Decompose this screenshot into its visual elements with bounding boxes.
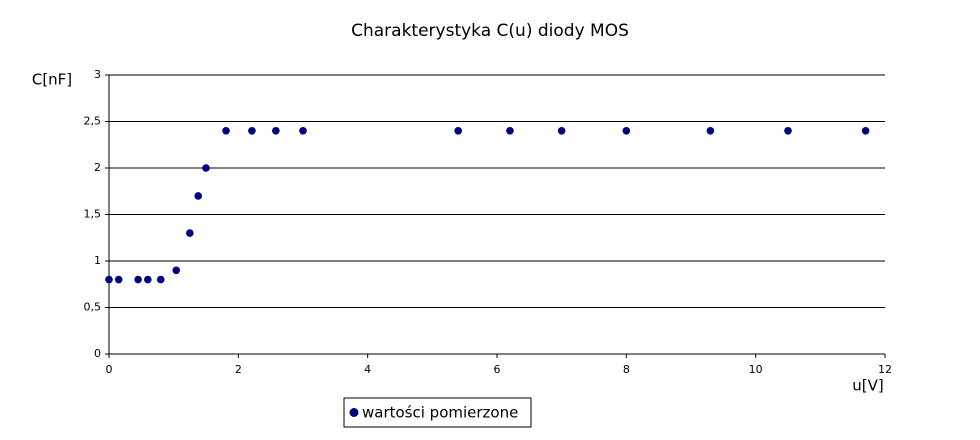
point: [186, 229, 194, 237]
point: [222, 127, 230, 135]
legend-label: wartości pomierzone: [362, 404, 518, 422]
point: [506, 127, 514, 135]
point: [156, 275, 165, 284]
y-tick-label: 2: [94, 161, 101, 174]
point: [299, 127, 307, 135]
x-tick-label: 8: [623, 363, 630, 376]
y-tick-label: 2,5: [84, 115, 102, 128]
point: [272, 127, 280, 135]
y-tick-label: 3: [94, 68, 101, 81]
x-tick-label: 0: [106, 363, 113, 376]
point: [202, 164, 210, 172]
point: [105, 275, 113, 284]
y-tick-label: 1: [94, 254, 101, 267]
y-tick-label: 0: [94, 347, 101, 360]
point: [248, 127, 256, 135]
point: [706, 127, 715, 135]
point: [784, 127, 792, 135]
y-tick-label: 0,5: [84, 301, 102, 314]
point: [557, 127, 566, 135]
y-tick-label: 1,5: [84, 208, 102, 221]
point: [454, 127, 463, 135]
point: [194, 192, 203, 200]
x-tick-label: 12: [878, 363, 892, 376]
chart-title: Charakterystyka C(u) diody MOS: [351, 21, 629, 41]
x-tick-label: 10: [749, 363, 763, 376]
x-tick-label: 2: [235, 363, 242, 376]
point: [114, 275, 123, 284]
legend-marker: [349, 408, 359, 417]
legend-box: [343, 397, 532, 428]
x-axis-title: u[V]: [852, 377, 883, 395]
point: [134, 275, 142, 284]
point: [144, 275, 152, 284]
x-tick-label: 4: [364, 363, 371, 376]
point: [172, 266, 181, 275]
point: [861, 127, 870, 135]
point: [622, 127, 631, 135]
x-tick-label: 6: [494, 363, 501, 376]
y-axis-title: C[nF]: [32, 71, 72, 89]
